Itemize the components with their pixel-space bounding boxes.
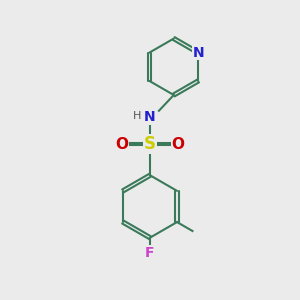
Text: O: O (172, 136, 185, 152)
Text: N: N (144, 110, 156, 124)
Text: F: F (145, 246, 155, 260)
Text: S: S (144, 135, 156, 153)
Text: N: N (192, 46, 204, 60)
Text: O: O (115, 136, 128, 152)
Text: H: H (133, 111, 142, 121)
